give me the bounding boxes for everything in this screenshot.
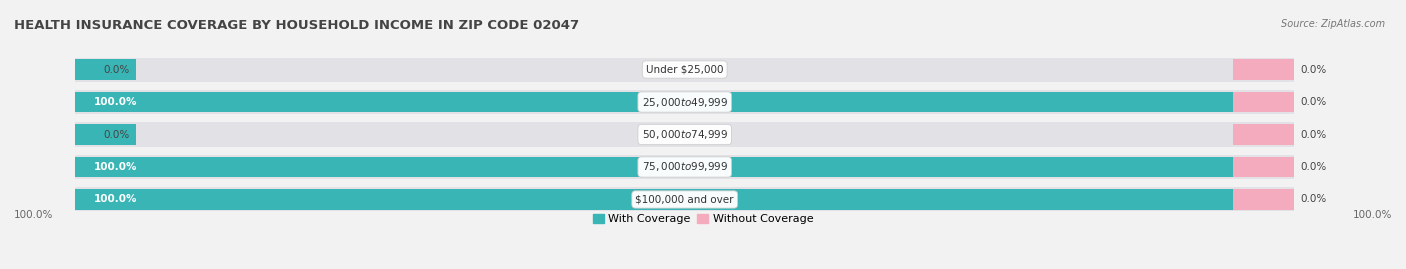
Text: 100.0%: 100.0% (14, 210, 53, 220)
Text: 0.0%: 0.0% (1301, 162, 1327, 172)
Bar (1233, 157, 1295, 177)
Bar (1233, 125, 1295, 144)
Bar (75, 122, 1295, 147)
Bar (75, 157, 1295, 177)
Text: $25,000 to $49,999: $25,000 to $49,999 (641, 95, 728, 108)
Text: $100,000 and over: $100,000 and over (636, 194, 734, 204)
Bar (1233, 92, 1295, 112)
Bar (75, 125, 136, 144)
Text: 0.0%: 0.0% (1301, 65, 1327, 75)
Bar (75, 155, 1295, 179)
Text: 0.0%: 0.0% (1301, 194, 1327, 204)
Text: 0.0%: 0.0% (104, 129, 129, 140)
Bar (75, 189, 1295, 210)
Text: 0.0%: 0.0% (104, 65, 129, 75)
Bar (75, 59, 136, 80)
Legend: With Coverage, Without Coverage: With Coverage, Without Coverage (588, 210, 818, 229)
Text: Source: ZipAtlas.com: Source: ZipAtlas.com (1281, 19, 1385, 29)
Text: HEALTH INSURANCE COVERAGE BY HOUSEHOLD INCOME IN ZIP CODE 02047: HEALTH INSURANCE COVERAGE BY HOUSEHOLD I… (14, 19, 579, 32)
Bar (75, 58, 1295, 82)
Text: 100.0%: 100.0% (93, 97, 136, 107)
Text: $75,000 to $99,999: $75,000 to $99,999 (641, 161, 728, 174)
Text: $50,000 to $74,999: $50,000 to $74,999 (641, 128, 728, 141)
Bar (75, 90, 1295, 114)
Text: 0.0%: 0.0% (1301, 129, 1327, 140)
Text: 100.0%: 100.0% (1353, 210, 1392, 220)
Text: 100.0%: 100.0% (93, 162, 136, 172)
Bar (1233, 59, 1295, 80)
Bar (75, 187, 1295, 211)
Text: Under $25,000: Under $25,000 (645, 65, 724, 75)
Bar (75, 92, 1295, 112)
Bar (1233, 189, 1295, 210)
Text: 0.0%: 0.0% (1301, 97, 1327, 107)
Text: 100.0%: 100.0% (93, 194, 136, 204)
